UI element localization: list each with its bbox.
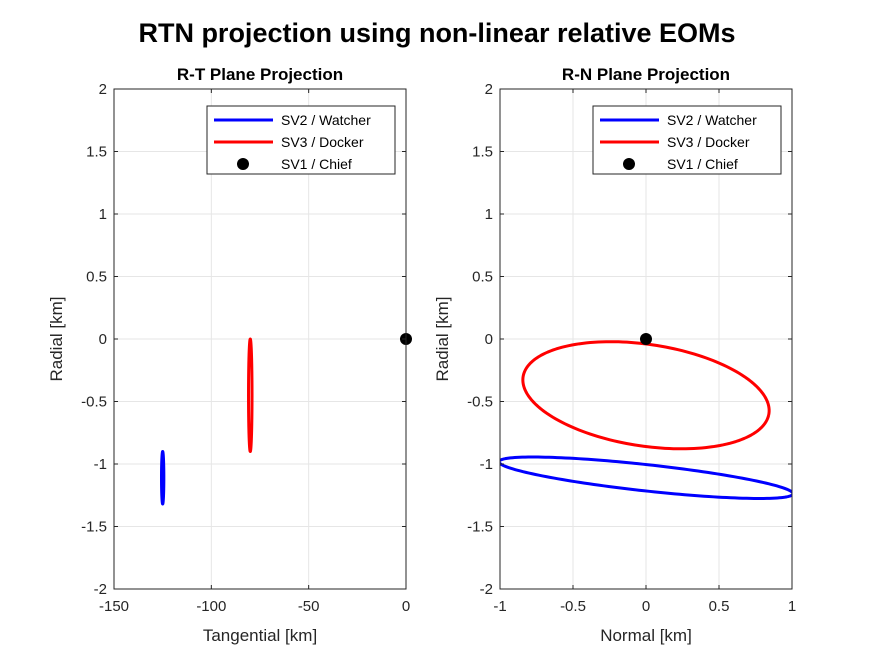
rn-plane-ytick-label: 0 — [485, 331, 493, 348]
figure-title: RTN projection using non-linear relative… — [138, 18, 735, 48]
rt-plane-xtick-label: -50 — [298, 598, 320, 615]
rn-plane-series-sv3-docker — [521, 340, 771, 451]
rn-plane-xlabel: Normal [km] — [600, 626, 692, 645]
rt-plane-ytick-label: 1.5 — [86, 144, 107, 161]
rt-plane-ytick-label: -1 — [94, 456, 107, 473]
rt-plane-ytick-label: -2 — [94, 581, 107, 598]
rn-plane-ylabel: Radial [km] — [433, 296, 452, 381]
rt-plane-series-group — [160, 337, 254, 506]
rt-plane-legend-sv1-chief-marker — [237, 158, 249, 170]
rn-plane-legend-sv1-chief-marker — [623, 158, 635, 170]
rt-plane-ytick-label: 0.5 — [86, 269, 107, 286]
rn-plane-series-sv2-watcher — [500, 455, 792, 500]
rt-plane-xlabel: Tangential [km] — [203, 626, 317, 645]
rt-plane-ytick-label: 0 — [99, 331, 107, 348]
rn-plane-ytick-label: -2 — [480, 581, 493, 598]
rn-plane-ytick-label: 1.5 — [472, 144, 493, 161]
rt-plane-ytick-label: 2 — [99, 81, 107, 98]
rn-plane-legend: SV2 / Watcher SV3 / Docker SV1 / Chief — [592, 105, 782, 175]
rn-plane-axes: -1 -0.5 0 0.5 1 -2 -1.5 -1 -0.5 0 0.5 1 1.5 2 R-N Plan… — [433, 65, 796, 645]
rn-plane-series-group — [500, 340, 792, 500]
rn-plane-ytick-label: 1 — [485, 206, 493, 223]
rt-plane-legend-sv3-docker-label: SV3 / Docker — [281, 134, 364, 150]
rn-plane-legend-sv2-watcher-label: SV2 / Watcher — [667, 112, 757, 128]
rt-plane-ylabel: Radial [km] — [47, 296, 66, 381]
rn-plane-ytick-label: -0.5 — [467, 394, 493, 411]
rt-plane-legend-sv1-chief-label: SV1 / Chief — [281, 156, 352, 172]
rt-plane-title: R-T Plane Projection — [177, 65, 343, 84]
rt-plane-series-sv2-watcher — [160, 450, 166, 506]
rt-plane-ytick-label: -0.5 — [81, 394, 107, 411]
rt-plane-legend-sv2-watcher-label: SV2 / Watcher — [281, 112, 371, 128]
rn-plane-xtick-label: 0.5 — [709, 598, 730, 615]
rt-plane-ytick-label: -1.5 — [81, 519, 107, 536]
rt-plane-ytick-label: 1 — [99, 206, 107, 223]
rn-plane-xtick-label: -1 — [493, 598, 506, 615]
rn-plane-ytick-label: 0.5 — [472, 269, 493, 286]
rn-plane-ytick-label: -1.5 — [467, 519, 493, 536]
rn-plane-xtick-label: 1 — [788, 598, 796, 615]
rt-plane-axes: -150 -100 -50 0 -2 -1.5 -1 -0.5 0 0.5 1 1.5 2 R-T Pla… — [47, 65, 412, 645]
rt-plane-xtick-label: -150 — [99, 598, 129, 615]
rn-plane-title: R-N Plane Projection — [562, 65, 730, 84]
rn-plane-ytick-label: -1 — [480, 456, 493, 473]
rt-plane-xtick-label: -100 — [196, 598, 226, 615]
rn-plane-legend-sv3-docker-label: SV3 / Docker — [667, 134, 750, 150]
rn-plane-xtick-label: -0.5 — [560, 598, 586, 615]
rn-plane-xtick-label: 0 — [642, 598, 650, 615]
rn-plane-legend-sv1-chief-label: SV1 / Chief — [667, 156, 738, 172]
rt-plane-legend: SV2 / Watcher SV3 / Docker SV1 / Chief — [206, 105, 396, 175]
rt-plane-xtick-label: 0 — [402, 598, 410, 615]
rt-plane-series-sv3-docker — [247, 337, 254, 453]
rn-plane-ytick-label: 2 — [485, 81, 493, 98]
rn-plane-series-sv1-chief — [640, 333, 652, 345]
